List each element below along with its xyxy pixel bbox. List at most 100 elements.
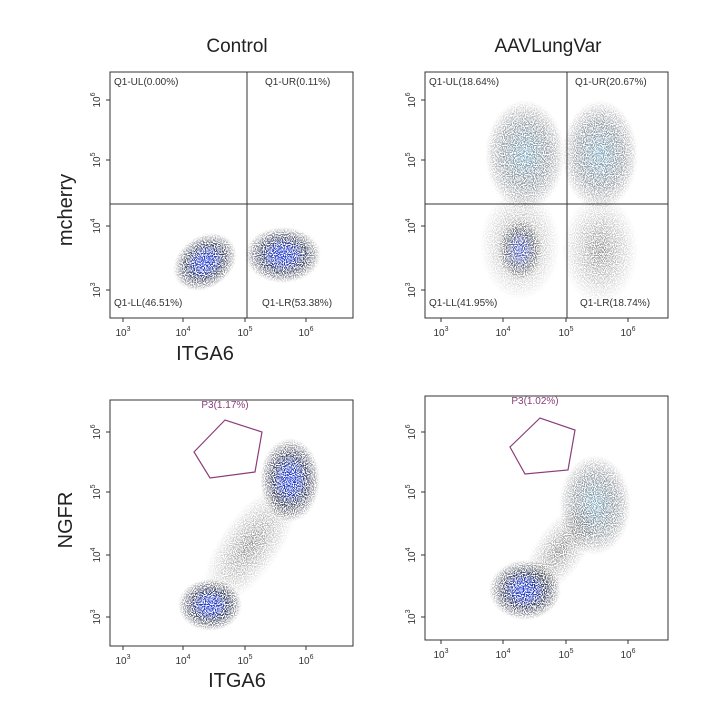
tick-base: 10 [495, 328, 507, 339]
tick-base: 10 [92, 286, 103, 298]
tick-base: 10 [433, 328, 445, 339]
tick-exponent: 6 [405, 424, 412, 428]
x-tick-label: 104 [495, 648, 510, 661]
tick-exponent: 4 [187, 654, 191, 661]
event-clouds [173, 100, 638, 631]
tick-base: 10 [620, 328, 632, 339]
quadrant-label: Q1-UL(0.00%) [114, 77, 178, 88]
x-tick-label: 104 [175, 326, 190, 339]
x-tick-label: 106 [620, 326, 635, 339]
tick-exponent: 5 [570, 648, 574, 655]
tick-base: 10 [407, 222, 418, 234]
tick-exponent: 3 [445, 326, 449, 333]
quadrant-label: Q1-LL(46.51%) [114, 298, 182, 309]
tick-exponent: 3 [90, 282, 97, 286]
tick-exponent: 5 [90, 152, 97, 156]
gate-label: P3(1.02%) [511, 396, 558, 407]
quadrant-label: Q1-LR(53.38%) [262, 298, 332, 309]
y-tick-label: 105 [90, 152, 103, 167]
x-tick-label: 103 [115, 654, 130, 667]
y-tick-label: 105 [90, 484, 103, 499]
tick-base: 10 [92, 613, 103, 625]
y-tick-label: 106 [90, 92, 103, 107]
tick-exponent: 6 [90, 424, 97, 428]
tick-exponent: 6 [310, 654, 314, 661]
x-tick-label: 104 [175, 654, 190, 667]
plot-frame [109, 71, 354, 319]
x-tick-label: 106 [298, 654, 313, 667]
plot-frame [109, 399, 354, 647]
y-tick-label: 106 [405, 424, 418, 439]
tick-base: 10 [407, 613, 418, 625]
y-tick-label: 103 [405, 609, 418, 624]
tick-base: 10 [433, 650, 445, 661]
x-tick-label: 104 [495, 326, 510, 339]
y-tick-label: 103 [90, 609, 103, 624]
x-tick-label: 103 [433, 648, 448, 661]
tick-exponent: 5 [570, 326, 574, 333]
x-tick-label: 105 [558, 648, 573, 661]
y-tick-label: 103 [405, 282, 418, 297]
tick-base: 10 [407, 286, 418, 298]
tick-exponent: 5 [249, 654, 253, 661]
tick-exponent: 4 [90, 547, 97, 551]
x-axis-label: ITGA6 [176, 343, 234, 365]
x-axis-label: ITGA6 [208, 670, 266, 692]
tick-base: 10 [298, 328, 310, 339]
quadrant-label: Q1-LL(41.95%) [429, 298, 497, 309]
x-tick-label: 105 [237, 326, 252, 339]
y-tick-label: 104 [405, 218, 418, 233]
tick-exponent: 3 [127, 326, 131, 333]
tick-base: 10 [407, 551, 418, 563]
tick-base: 10 [92, 156, 103, 168]
x-tick-label: 103 [115, 326, 130, 339]
tick-base: 10 [407, 96, 418, 108]
tick-exponent: 4 [90, 218, 97, 222]
gate [193, 419, 263, 479]
tick-exponent: 6 [632, 326, 636, 333]
tick-base: 10 [495, 650, 507, 661]
tick-base: 10 [175, 328, 187, 339]
tick-exponent: 3 [127, 654, 131, 661]
gate [509, 417, 576, 475]
tick-exponent: 6 [310, 326, 314, 333]
tick-exponent: 5 [405, 152, 412, 156]
tick-base: 10 [407, 428, 418, 440]
tick-exponent: 3 [405, 609, 412, 613]
tick-base: 10 [175, 656, 187, 667]
y-tick-label: 104 [90, 547, 103, 562]
tick-exponent: 6 [90, 92, 97, 96]
tick-exponent: 5 [405, 484, 412, 488]
x-tick-label: 105 [237, 654, 252, 667]
tick-exponent: 3 [405, 282, 412, 286]
tick-base: 10 [237, 328, 249, 339]
tick-exponent: 4 [405, 218, 412, 222]
x-tick-label: 103 [433, 326, 448, 339]
y-tick-label: 104 [405, 547, 418, 562]
tick-base: 10 [620, 650, 632, 661]
tick-exponent: 3 [90, 609, 97, 613]
tick-base: 10 [92, 551, 103, 563]
tick-exponent: 5 [249, 326, 253, 333]
y-tick-label: 106 [405, 92, 418, 107]
tick-exponent: 6 [632, 648, 636, 655]
plot-frame [424, 71, 669, 319]
tick-exponent: 4 [507, 326, 511, 333]
quadrant-label: Q1-UR(20.67%) [575, 77, 647, 88]
tick-base: 10 [558, 328, 570, 339]
tick-base: 10 [115, 656, 127, 667]
tick-base: 10 [92, 428, 103, 440]
tick-base: 10 [407, 156, 418, 168]
x-tick-label: 105 [558, 326, 573, 339]
plot-frame [424, 395, 669, 641]
y-tick-label: 103 [90, 282, 103, 297]
tick-exponent: 4 [187, 326, 191, 333]
quadrant-label: Q1-UR(0.11%) [265, 77, 330, 88]
y-tick-label: 105 [405, 152, 418, 167]
column-title: AAVLungVar [494, 36, 602, 57]
quadrant-label: Q1-UL(18.64%) [429, 77, 499, 88]
tick-exponent: 4 [405, 547, 412, 551]
y-tick-label: 104 [90, 218, 103, 233]
y-axis-label: NGFR [55, 492, 77, 549]
